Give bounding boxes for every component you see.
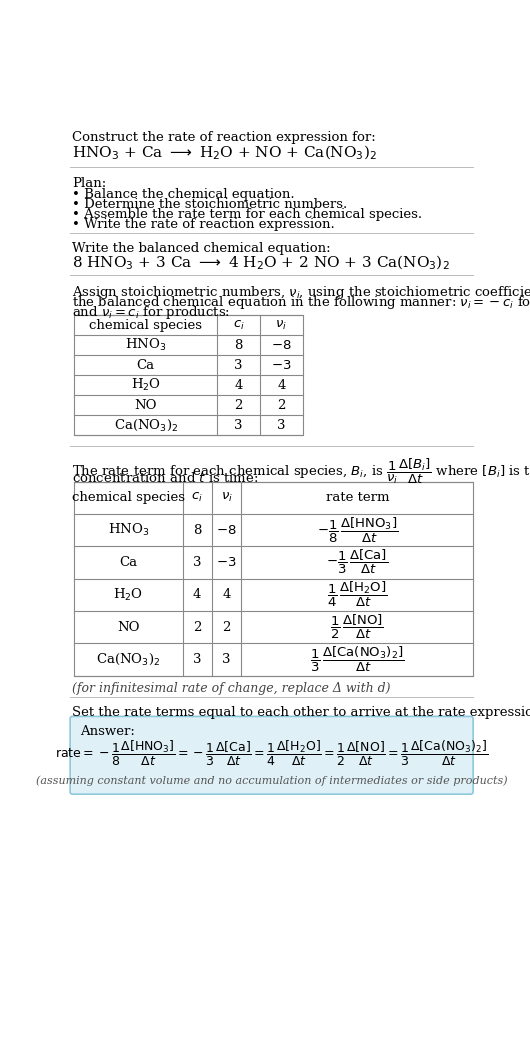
Text: H$_2$O: H$_2$O [113,587,143,602]
Text: $\dfrac{1}{4}\,\dfrac{\Delta[\mathrm{H_2O}]}{\Delta t}$: $\dfrac{1}{4}\,\dfrac{\Delta[\mathrm{H_2… [327,580,387,610]
Text: chemical species: chemical species [72,491,185,504]
Text: 2: 2 [193,621,201,634]
Text: 4: 4 [234,379,243,392]
Text: Answer:: Answer: [80,725,135,738]
Text: chemical species: chemical species [89,319,202,331]
Text: Ca(NO$_3$)$_2$: Ca(NO$_3$)$_2$ [113,418,178,432]
Text: $c_i$: $c_i$ [191,491,203,504]
Text: Ca(NO$_3$)$_2$: Ca(NO$_3$)$_2$ [96,652,161,667]
Text: H$_2$O: H$_2$O [131,377,161,393]
Text: concentration and $t$ is time:: concentration and $t$ is time: [73,471,259,485]
Text: 8: 8 [234,339,243,352]
Text: $\nu_i$: $\nu_i$ [276,319,287,331]
Bar [74,481,473,675]
Text: 3: 3 [223,653,231,666]
FancyBboxPatch shape [70,717,473,794]
Text: NO: NO [135,399,157,412]
Text: Construct the rate of reaction expression for:: Construct the rate of reaction expressio… [73,131,376,144]
Text: 4: 4 [223,589,231,601]
Text: $\dfrac{1}{2}\,\dfrac{\Delta[\mathrm{NO}]}{\Delta t}$: $\dfrac{1}{2}\,\dfrac{\Delta[\mathrm{NO}… [330,613,384,641]
Text: 3: 3 [234,358,243,372]
Text: $-8$: $-8$ [271,339,292,352]
Text: $-8$: $-8$ [216,523,237,537]
Text: NO: NO [117,621,139,634]
Text: HNO$_3$: HNO$_3$ [108,522,149,538]
Text: $-\dfrac{1}{3}\,\dfrac{\Delta[\mathrm{Ca}]}{\Delta t}$: $-\dfrac{1}{3}\,\dfrac{\Delta[\mathrm{Ca… [326,548,388,576]
Text: Write the balanced chemical equation:: Write the balanced chemical equation: [73,242,331,255]
Text: HNO$_3$ + Ca $\longrightarrow$ H$_2$O + NO + Ca(NO$_3$)$_2$: HNO$_3$ + Ca $\longrightarrow$ H$_2$O + … [73,144,377,162]
Text: • Balance the chemical equation.: • Balance the chemical equation. [73,189,295,201]
Text: • Assemble the rate term for each chemical species.: • Assemble the rate term for each chemic… [73,208,422,221]
Text: $-3$: $-3$ [216,555,237,569]
Text: HNO$_3$: HNO$_3$ [125,338,166,353]
Text: $\dfrac{1}{3}\,\dfrac{\Delta[\mathrm{Ca(NO_3)_2}]}{\Delta t}$: $\dfrac{1}{3}\,\dfrac{\Delta[\mathrm{Ca(… [310,645,404,674]
Text: • Determine the stoichiometric numbers.: • Determine the stoichiometric numbers. [73,198,348,212]
Text: the balanced chemical equation in the following manner: $\nu_i = -c_i$ for react: the balanced chemical equation in the fo… [73,295,530,312]
Text: Ca: Ca [137,358,155,372]
Text: $-3$: $-3$ [271,358,292,372]
Text: 8: 8 [193,523,201,537]
Text: 3: 3 [193,555,201,569]
Text: 4: 4 [277,379,286,392]
Text: • Write the rate of reaction expression.: • Write the rate of reaction expression. [73,218,335,231]
Text: $\nu_i$: $\nu_i$ [220,491,233,504]
Text: (for infinitesimal rate of change, replace Δ with d): (for infinitesimal rate of change, repla… [73,681,391,695]
Text: 3: 3 [234,419,243,431]
Text: rate term: rate term [325,491,389,504]
Text: 4: 4 [193,589,201,601]
Text: $\mathrm{rate} = -\dfrac{1}{8}\dfrac{\Delta[\mathrm{HNO_3}]}{\Delta t} = -\dfrac: $\mathrm{rate} = -\dfrac{1}{8}\dfrac{\De… [55,739,488,768]
Text: 2: 2 [234,399,243,412]
Text: The rate term for each chemical species, $B_i$, is $\dfrac{1}{\nu_i}\dfrac{\Delt: The rate term for each chemical species,… [73,456,530,487]
Text: 8 HNO$_3$ + 3 Ca $\longrightarrow$ 4 H$_2$O + 2 NO + 3 Ca(NO$_3$)$_2$: 8 HNO$_3$ + 3 Ca $\longrightarrow$ 4 H$_… [73,253,450,272]
Text: 3: 3 [277,419,286,431]
Text: 2: 2 [277,399,286,412]
Text: Plan:: Plan: [73,177,107,191]
Text: Set the rate terms equal to each other to arrive at the rate expression:: Set the rate terms equal to each other t… [73,706,530,719]
Text: and $\nu_i = c_i$ for products:: and $\nu_i = c_i$ for products: [73,304,231,321]
Text: 3: 3 [193,653,201,666]
Text: (assuming constant volume and no accumulation of intermediates or side products): (assuming constant volume and no accumul… [36,775,507,787]
Text: 2: 2 [223,621,231,634]
Text: $-\dfrac{1}{8}\,\dfrac{\Delta[\mathrm{HNO_3}]}{\Delta t}$: $-\dfrac{1}{8}\,\dfrac{\Delta[\mathrm{HN… [316,516,398,545]
Text: $c_i$: $c_i$ [233,319,245,331]
Text: Ca: Ca [119,555,137,569]
Bar [74,316,303,436]
Text: Assign stoichiometric numbers, $\nu_i$, using the stoichiometric coefficients, $: Assign stoichiometric numbers, $\nu_i$, … [73,284,530,301]
